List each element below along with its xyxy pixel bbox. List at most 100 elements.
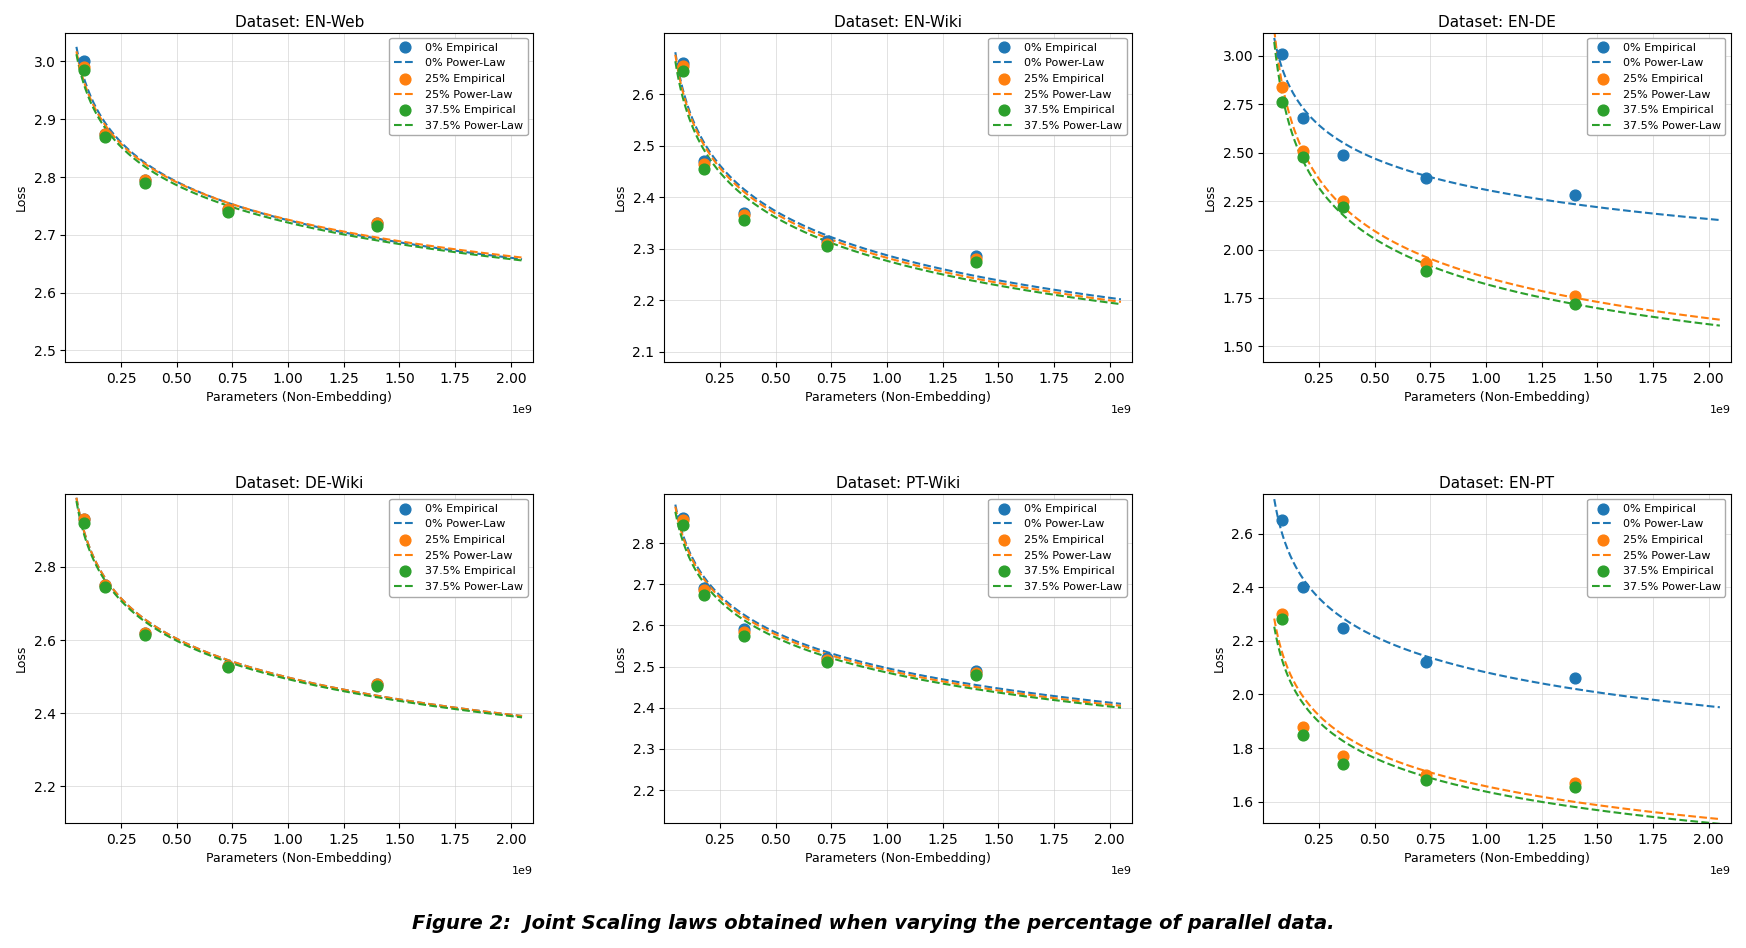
37.5% Power-Law bbox=[1030, 287, 1051, 299]
37.5% Empirical bbox=[1561, 779, 1589, 794]
37.5% Power-Law bbox=[931, 268, 952, 280]
37.5% Empirical bbox=[814, 239, 842, 254]
25% Empirical bbox=[690, 583, 718, 598]
Y-axis label: Loss: Loss bbox=[615, 184, 627, 210]
0% Power-Law bbox=[66, 41, 87, 52]
37.5% Empirical bbox=[1289, 149, 1316, 164]
37.5% Power-Law bbox=[906, 673, 927, 684]
25% Empirical bbox=[1329, 193, 1357, 209]
0% Power-Law bbox=[1100, 292, 1121, 303]
37.5% Power-Law bbox=[278, 673, 299, 684]
Legend: 0% Empirical, 0% Power-Law, 25% Empirical, 25% Power-Law, 37.5% Empirical, 37.5%: 0% Empirical, 0% Power-Law, 25% Empirica… bbox=[1587, 500, 1725, 596]
25% Empirical bbox=[1268, 80, 1296, 95]
37.5% Power-Law bbox=[66, 48, 87, 60]
37.5% Empirical bbox=[669, 64, 697, 79]
0% Empirical bbox=[1329, 620, 1357, 635]
37.5% Power-Law bbox=[66, 496, 87, 507]
25% Empirical bbox=[1561, 775, 1589, 791]
25% Power-Law bbox=[665, 501, 686, 512]
25% Power-Law bbox=[512, 710, 533, 721]
37.5% Empirical bbox=[1329, 199, 1357, 214]
Text: 1e9: 1e9 bbox=[1110, 866, 1131, 876]
25% Power-Law bbox=[1479, 781, 1500, 793]
Text: 1e9: 1e9 bbox=[1709, 866, 1730, 876]
Line: 0% Power-Law: 0% Power-Law bbox=[77, 46, 522, 259]
0% Empirical bbox=[363, 215, 391, 230]
0% Power-Law bbox=[431, 243, 452, 254]
0% Power-Law bbox=[1110, 294, 1131, 305]
25% Power-Law bbox=[931, 265, 952, 277]
0% Power-Law bbox=[281, 672, 302, 684]
25% Power-Law bbox=[66, 46, 87, 57]
X-axis label: Parameters (Non-Embedding): Parameters (Non-Embedding) bbox=[805, 392, 992, 404]
37.5% Power-Law bbox=[307, 224, 328, 235]
37.5% Power-Law bbox=[1030, 693, 1051, 704]
0% Power-Law bbox=[307, 679, 328, 690]
0% Power-Law bbox=[1264, 494, 1285, 505]
0% Power-Law bbox=[278, 672, 299, 684]
25% Empirical bbox=[363, 215, 391, 230]
25% Power-Law bbox=[876, 665, 897, 676]
25% Power-Law bbox=[281, 214, 302, 226]
0% Empirical bbox=[814, 650, 842, 665]
37.5% Empirical bbox=[1413, 773, 1440, 788]
0% Power-Law bbox=[1475, 666, 1496, 678]
25% Power-Law bbox=[1629, 805, 1650, 816]
0% Power-Law bbox=[1479, 667, 1500, 679]
0% Empirical bbox=[730, 622, 758, 637]
37.5% Empirical bbox=[70, 63, 98, 78]
37.5% Empirical bbox=[131, 627, 159, 642]
25% Power-Law bbox=[1529, 284, 1550, 296]
Line: 25% Power-Law: 25% Power-Law bbox=[77, 498, 522, 716]
Y-axis label: Loss: Loss bbox=[1213, 645, 1226, 672]
X-axis label: Parameters (Non-Embedding): Parameters (Non-Embedding) bbox=[805, 852, 992, 866]
0% Power-Law bbox=[1264, 32, 1285, 44]
37.5% Empirical bbox=[91, 579, 119, 594]
25% Empirical bbox=[91, 577, 119, 592]
Y-axis label: Loss: Loss bbox=[16, 184, 28, 210]
0% Power-Law bbox=[880, 250, 901, 262]
25% Power-Law bbox=[1110, 296, 1131, 307]
X-axis label: Parameters (Non-Embedding): Parameters (Non-Embedding) bbox=[206, 852, 393, 866]
25% Power-Law bbox=[1110, 701, 1131, 712]
0% Empirical bbox=[1268, 46, 1296, 62]
37.5% Power-Law bbox=[1475, 786, 1496, 797]
37.5% Power-Law bbox=[281, 674, 302, 685]
Title: Dataset: DE-Wiki: Dataset: DE-Wiki bbox=[236, 476, 363, 491]
25% Power-Law bbox=[1505, 280, 1526, 291]
37.5% Power-Law bbox=[1505, 792, 1526, 803]
37.5% Power-Law bbox=[1264, 36, 1285, 47]
37.5% Empirical bbox=[1268, 611, 1296, 627]
25% Empirical bbox=[814, 653, 842, 668]
Title: Dataset: EN-DE: Dataset: EN-DE bbox=[1439, 15, 1556, 30]
0% Power-Law bbox=[1529, 677, 1550, 688]
25% Empirical bbox=[814, 236, 842, 251]
0% Empirical bbox=[1413, 655, 1440, 670]
0% Empirical bbox=[730, 205, 758, 220]
0% Empirical bbox=[690, 154, 718, 169]
0% Power-Law bbox=[1629, 692, 1650, 703]
37.5% Power-Law bbox=[906, 263, 927, 274]
37.5% Power-Law bbox=[281, 217, 302, 228]
37.5% Empirical bbox=[363, 678, 391, 693]
25% Empirical bbox=[1561, 288, 1589, 303]
Line: 25% Power-Law: 25% Power-Law bbox=[1275, 29, 1720, 319]
25% Power-Law bbox=[906, 671, 927, 683]
37.5% Power-Law bbox=[1264, 621, 1285, 632]
25% Power-Law bbox=[501, 250, 522, 262]
Line: 0% Power-Law: 0% Power-Law bbox=[676, 504, 1121, 703]
25% Power-Law bbox=[1030, 284, 1051, 296]
37.5% Power-Law bbox=[1709, 818, 1730, 830]
37.5% Power-Law bbox=[1529, 291, 1550, 302]
0% Power-Law bbox=[880, 663, 901, 674]
37.5% Power-Law bbox=[931, 678, 952, 689]
0% Power-Law bbox=[332, 684, 353, 695]
25% Power-Law bbox=[1475, 271, 1496, 283]
X-axis label: Parameters (Non-Embedding): Parameters (Non-Embedding) bbox=[1404, 392, 1591, 404]
Title: Dataset: PT-Wiki: Dataset: PT-Wiki bbox=[836, 476, 960, 491]
0% Power-Law bbox=[1475, 184, 1496, 195]
0% Power-Law bbox=[281, 215, 302, 227]
25% Power-Law bbox=[1629, 303, 1650, 315]
37.5% Power-Law bbox=[1100, 297, 1121, 308]
37.5% Power-Law bbox=[1529, 796, 1550, 808]
